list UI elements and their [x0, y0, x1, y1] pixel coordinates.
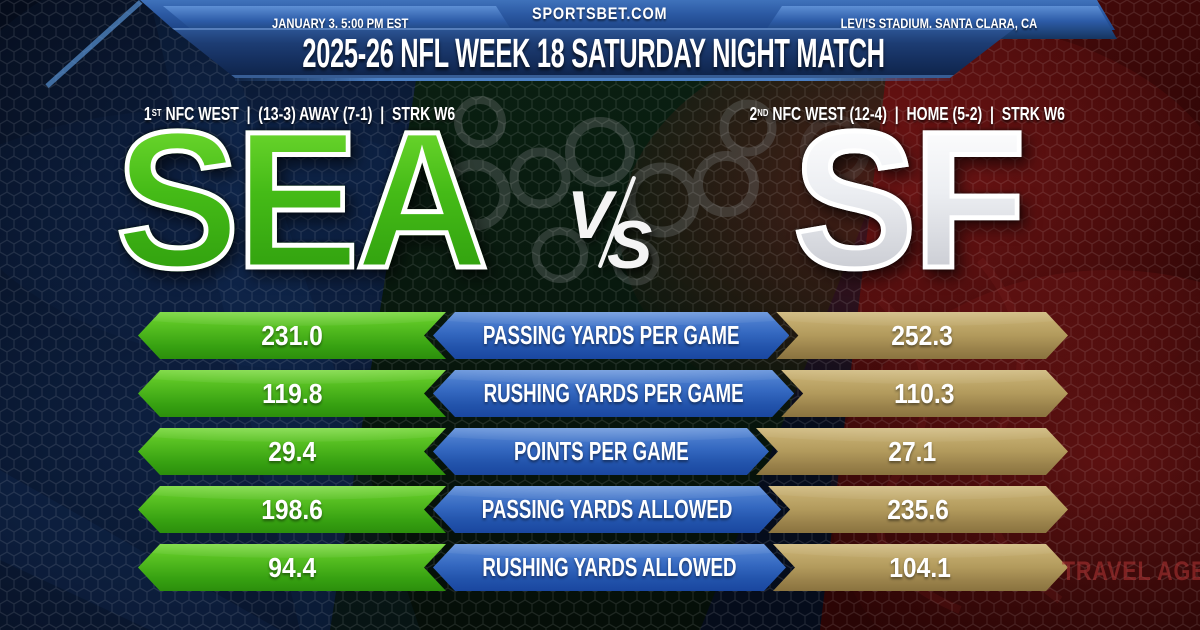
home-stat-bar: 104.1 — [773, 544, 1068, 591]
vs-letter-s: S — [607, 207, 653, 283]
stats-table: 231.0 PASSING YARDS PER GAME 252.3 119.8… — [138, 312, 1068, 602]
table-row: 198.6 PASSING YARDS ALLOWED 235.6 — [138, 486, 1068, 533]
home-stat-value: 235.6 — [887, 493, 949, 525]
away-stat-value: 29.4 — [268, 435, 316, 467]
stat-label: PASSING YARDS PER GAME — [482, 320, 740, 350]
away-stat-value: 198.6 — [261, 493, 323, 525]
home-stat-bar: 235.6 — [768, 486, 1068, 533]
table-row: 29.4 POINTS PER GAME 27.1 — [138, 428, 1068, 475]
away-stat-bar: 94.4 — [138, 544, 446, 591]
page-title: 2025-26 NFL WEEK 18 SATURDAY NIGHT MATCH — [302, 29, 885, 76]
away-stat-bar: 198.6 — [138, 486, 446, 533]
table-row: 94.4 RUSHING YARDS ALLOWED 104.1 — [138, 544, 1068, 591]
home-stat-value: 252.3 — [891, 319, 954, 351]
home-rank-suffix: ND — [757, 107, 769, 119]
away-stat-value: 231.0 — [261, 319, 323, 351]
home-stat-value: 27.1 — [888, 435, 936, 467]
home-stat-bar: 27.1 — [756, 428, 1068, 475]
stat-label: RUSHING YARDS ALLOWED — [482, 552, 737, 582]
watermark: TRAVEL AGENT — [1040, 556, 1200, 587]
vs-letter-v: V — [567, 177, 613, 253]
away-team-abbr: SEA — [113, 91, 491, 309]
stat-label-bar: PASSING YARDS PER GAME — [433, 312, 789, 359]
table-row: 119.8 RUSHING YARDS PER GAME 110.3 — [138, 370, 1068, 417]
table-row: 231.0 PASSING YARDS PER GAME 252.3 — [138, 312, 1068, 359]
stat-label-bar: RUSHING YARDS PER GAME — [433, 370, 794, 417]
home-stat-value: 110.3 — [894, 377, 955, 409]
stat-label-bar: PASSING YARDS ALLOWED — [433, 486, 781, 533]
home-stat-bar: 110.3 — [781, 370, 1068, 417]
title-underline-accent — [235, 78, 950, 81]
stat-label: PASSING YARDS ALLOWED — [481, 494, 733, 524]
away-stat-bar: 29.4 — [138, 428, 446, 475]
home-stat-value: 104.1 — [889, 551, 952, 583]
away-stat-value: 119.8 — [261, 377, 323, 409]
watermark-label: TRAVEL AGENT — [1061, 556, 1200, 586]
away-stat-bar: 231.0 — [138, 312, 446, 359]
vs-badge: V S — [555, 165, 665, 280]
stat-label: POINTS PER GAME — [513, 436, 689, 466]
away-stat-value: 94.4 — [268, 551, 316, 583]
title-banner: 2025-26 NFL WEEK 18 SATURDAY NIGHT MATCH — [172, 28, 1015, 78]
home-team-abbr: SF — [791, 91, 1029, 309]
away-team-name: SEA — [55, 91, 545, 345]
home-team-name: SF — [675, 91, 1140, 345]
stat-label-bar: RUSHING YARDS ALLOWED — [433, 544, 786, 591]
home-stat-bar: 252.3 — [776, 312, 1068, 359]
site-name-label: SPORTSBET.COM — [532, 4, 668, 23]
away-stat-bar: 119.8 — [138, 370, 446, 417]
stat-label-bar: POINTS PER GAME — [433, 428, 769, 475]
stat-label: RUSHING YARDS PER GAME — [483, 378, 744, 408]
